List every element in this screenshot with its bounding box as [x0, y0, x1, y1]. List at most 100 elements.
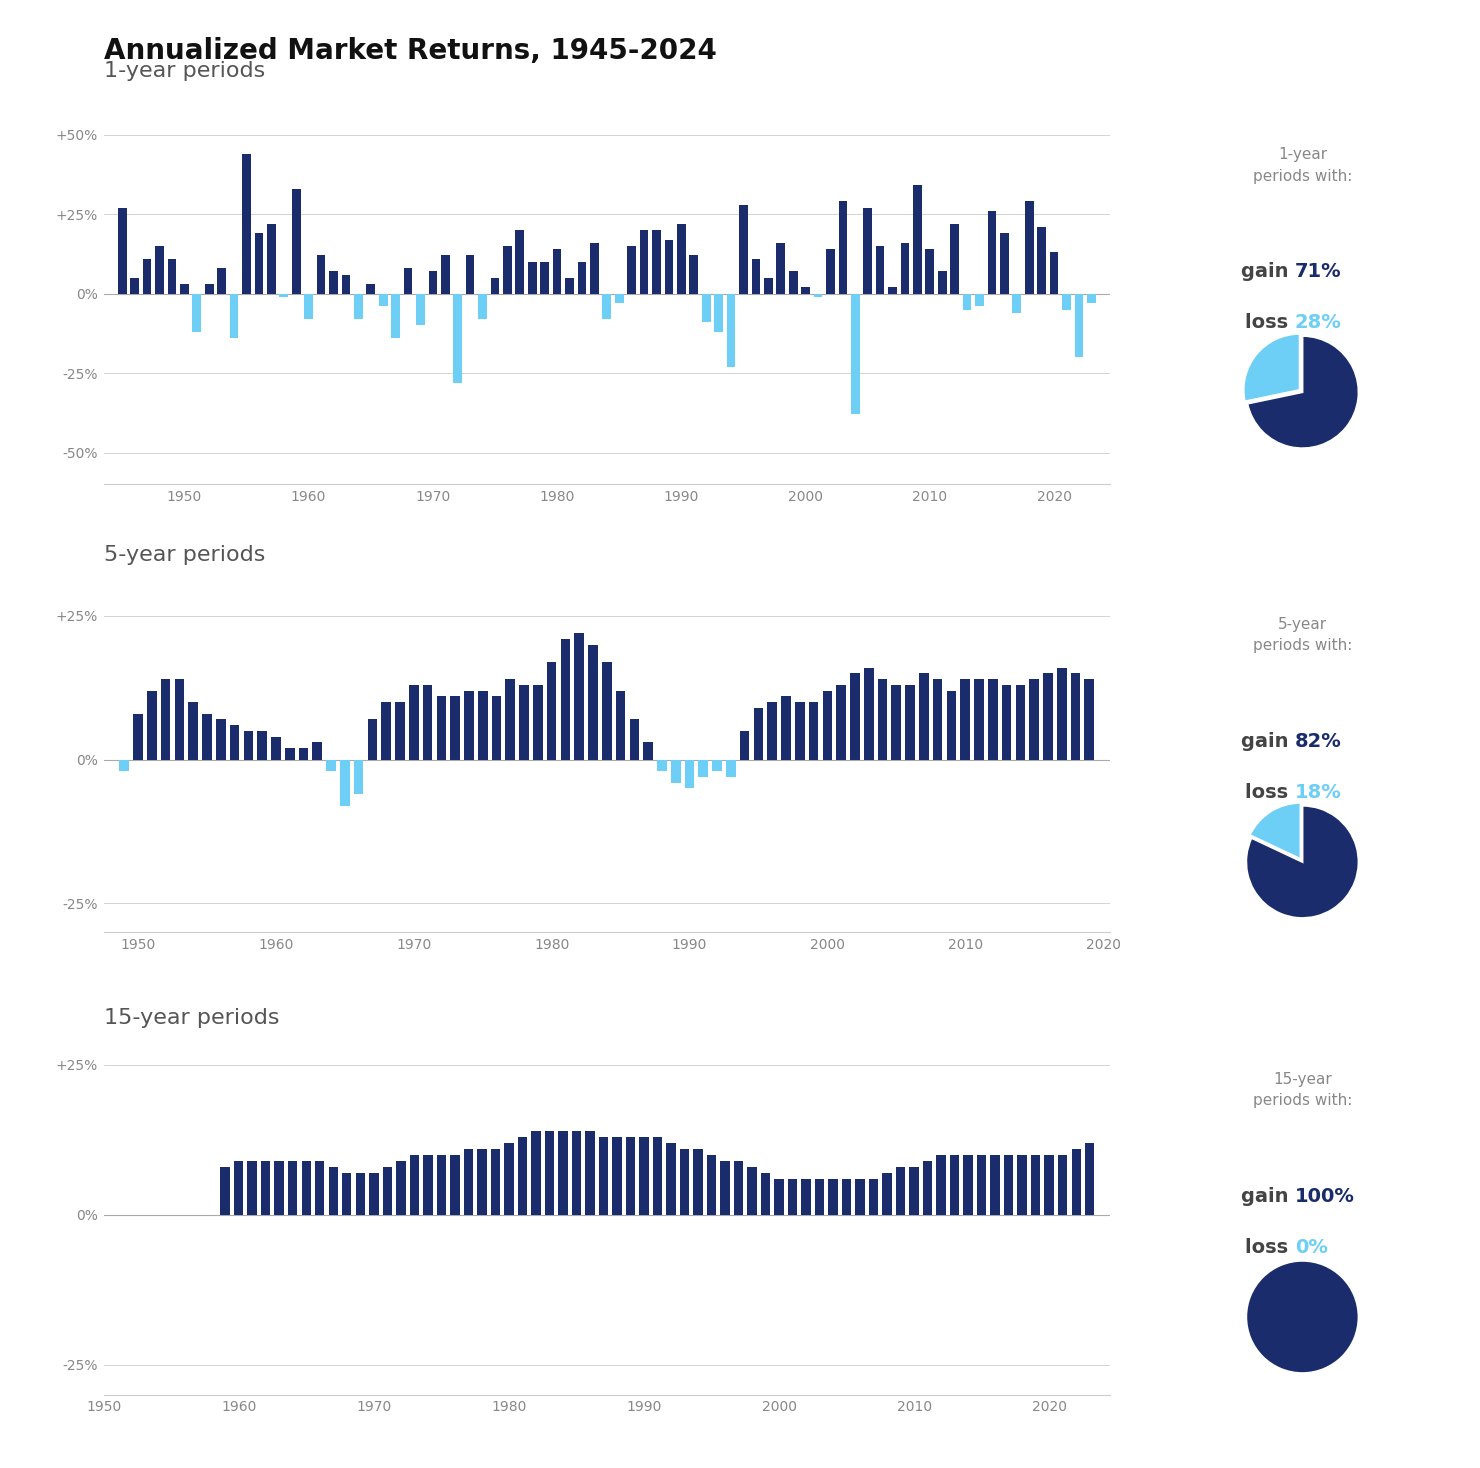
- Bar: [1037, 226, 1046, 294]
- Bar: [147, 691, 157, 760]
- Text: 28%: 28%: [1295, 314, 1342, 332]
- Bar: [1002, 686, 1011, 760]
- Bar: [602, 662, 611, 760]
- Bar: [329, 1167, 337, 1216]
- Bar: [747, 1167, 756, 1216]
- Bar: [1063, 294, 1072, 310]
- Wedge shape: [1243, 333, 1299, 402]
- Bar: [1003, 1155, 1014, 1216]
- Bar: [354, 760, 364, 794]
- Bar: [679, 1149, 690, 1216]
- Bar: [515, 230, 524, 294]
- Bar: [258, 731, 266, 760]
- Bar: [120, 760, 129, 771]
- Bar: [761, 1173, 770, 1216]
- Text: 82%: 82%: [1295, 733, 1342, 750]
- Bar: [734, 1161, 743, 1216]
- Bar: [181, 285, 189, 294]
- Bar: [795, 702, 805, 760]
- Bar: [155, 245, 164, 294]
- Bar: [666, 1142, 676, 1216]
- Bar: [829, 1179, 838, 1216]
- Bar: [161, 680, 170, 760]
- Text: loss: loss: [1245, 314, 1295, 332]
- Bar: [274, 1161, 284, 1216]
- Bar: [1074, 294, 1083, 357]
- Bar: [1017, 1155, 1027, 1216]
- Bar: [558, 1130, 568, 1216]
- Bar: [653, 1136, 662, 1216]
- Bar: [974, 680, 984, 760]
- Bar: [506, 680, 515, 760]
- Bar: [247, 1161, 258, 1216]
- Bar: [408, 686, 419, 760]
- Bar: [1043, 674, 1052, 760]
- Bar: [815, 1179, 824, 1216]
- Text: gain: gain: [1240, 733, 1295, 750]
- Bar: [367, 285, 374, 294]
- Bar: [545, 1130, 554, 1216]
- Bar: [699, 760, 707, 777]
- Bar: [416, 294, 425, 326]
- Bar: [990, 1155, 1000, 1216]
- Bar: [404, 269, 413, 294]
- Bar: [774, 1179, 784, 1216]
- Bar: [355, 1173, 366, 1216]
- Bar: [901, 242, 909, 294]
- Bar: [130, 277, 139, 294]
- Bar: [216, 719, 225, 760]
- Bar: [1057, 668, 1067, 760]
- Bar: [342, 1173, 351, 1216]
- Bar: [721, 1161, 730, 1216]
- Bar: [950, 1155, 959, 1216]
- Bar: [882, 1173, 892, 1216]
- Bar: [574, 633, 585, 760]
- Bar: [657, 760, 667, 771]
- Bar: [878, 680, 888, 760]
- Bar: [599, 1136, 608, 1216]
- Bar: [685, 760, 694, 788]
- Text: 0%: 0%: [1295, 1239, 1328, 1257]
- Bar: [823, 691, 832, 760]
- Bar: [739, 204, 747, 294]
- Bar: [118, 208, 127, 294]
- Bar: [280, 294, 289, 297]
- Bar: [423, 686, 432, 760]
- Bar: [602, 294, 611, 319]
- Bar: [801, 1179, 811, 1216]
- Bar: [740, 731, 749, 760]
- Bar: [987, 211, 996, 294]
- Bar: [925, 250, 934, 294]
- Bar: [463, 1149, 474, 1216]
- Bar: [975, 294, 984, 307]
- Bar: [342, 275, 351, 294]
- Bar: [229, 294, 238, 338]
- Bar: [895, 1167, 906, 1216]
- Text: loss: loss: [1245, 1239, 1295, 1257]
- Bar: [752, 258, 761, 294]
- Bar: [613, 1136, 622, 1216]
- Bar: [808, 702, 818, 760]
- Text: gain: gain: [1240, 1188, 1295, 1205]
- Bar: [528, 261, 537, 294]
- Bar: [302, 1161, 311, 1216]
- Bar: [869, 1179, 878, 1216]
- Wedge shape: [1248, 336, 1359, 448]
- Bar: [299, 749, 308, 760]
- Text: 15-year
periods with:: 15-year periods with:: [1252, 1072, 1353, 1108]
- Bar: [851, 294, 860, 414]
- Bar: [1000, 233, 1009, 294]
- Text: 5-year periods: 5-year periods: [104, 545, 265, 565]
- Bar: [629, 719, 639, 760]
- Bar: [266, 223, 275, 294]
- Bar: [465, 691, 474, 760]
- Bar: [947, 691, 956, 760]
- Bar: [876, 245, 885, 294]
- Bar: [690, 255, 699, 294]
- Bar: [450, 1155, 460, 1216]
- Bar: [801, 288, 810, 294]
- Bar: [221, 1167, 229, 1216]
- Text: 1-year
periods with:: 1-year periods with:: [1252, 147, 1353, 184]
- Bar: [142, 258, 151, 294]
- Bar: [491, 277, 499, 294]
